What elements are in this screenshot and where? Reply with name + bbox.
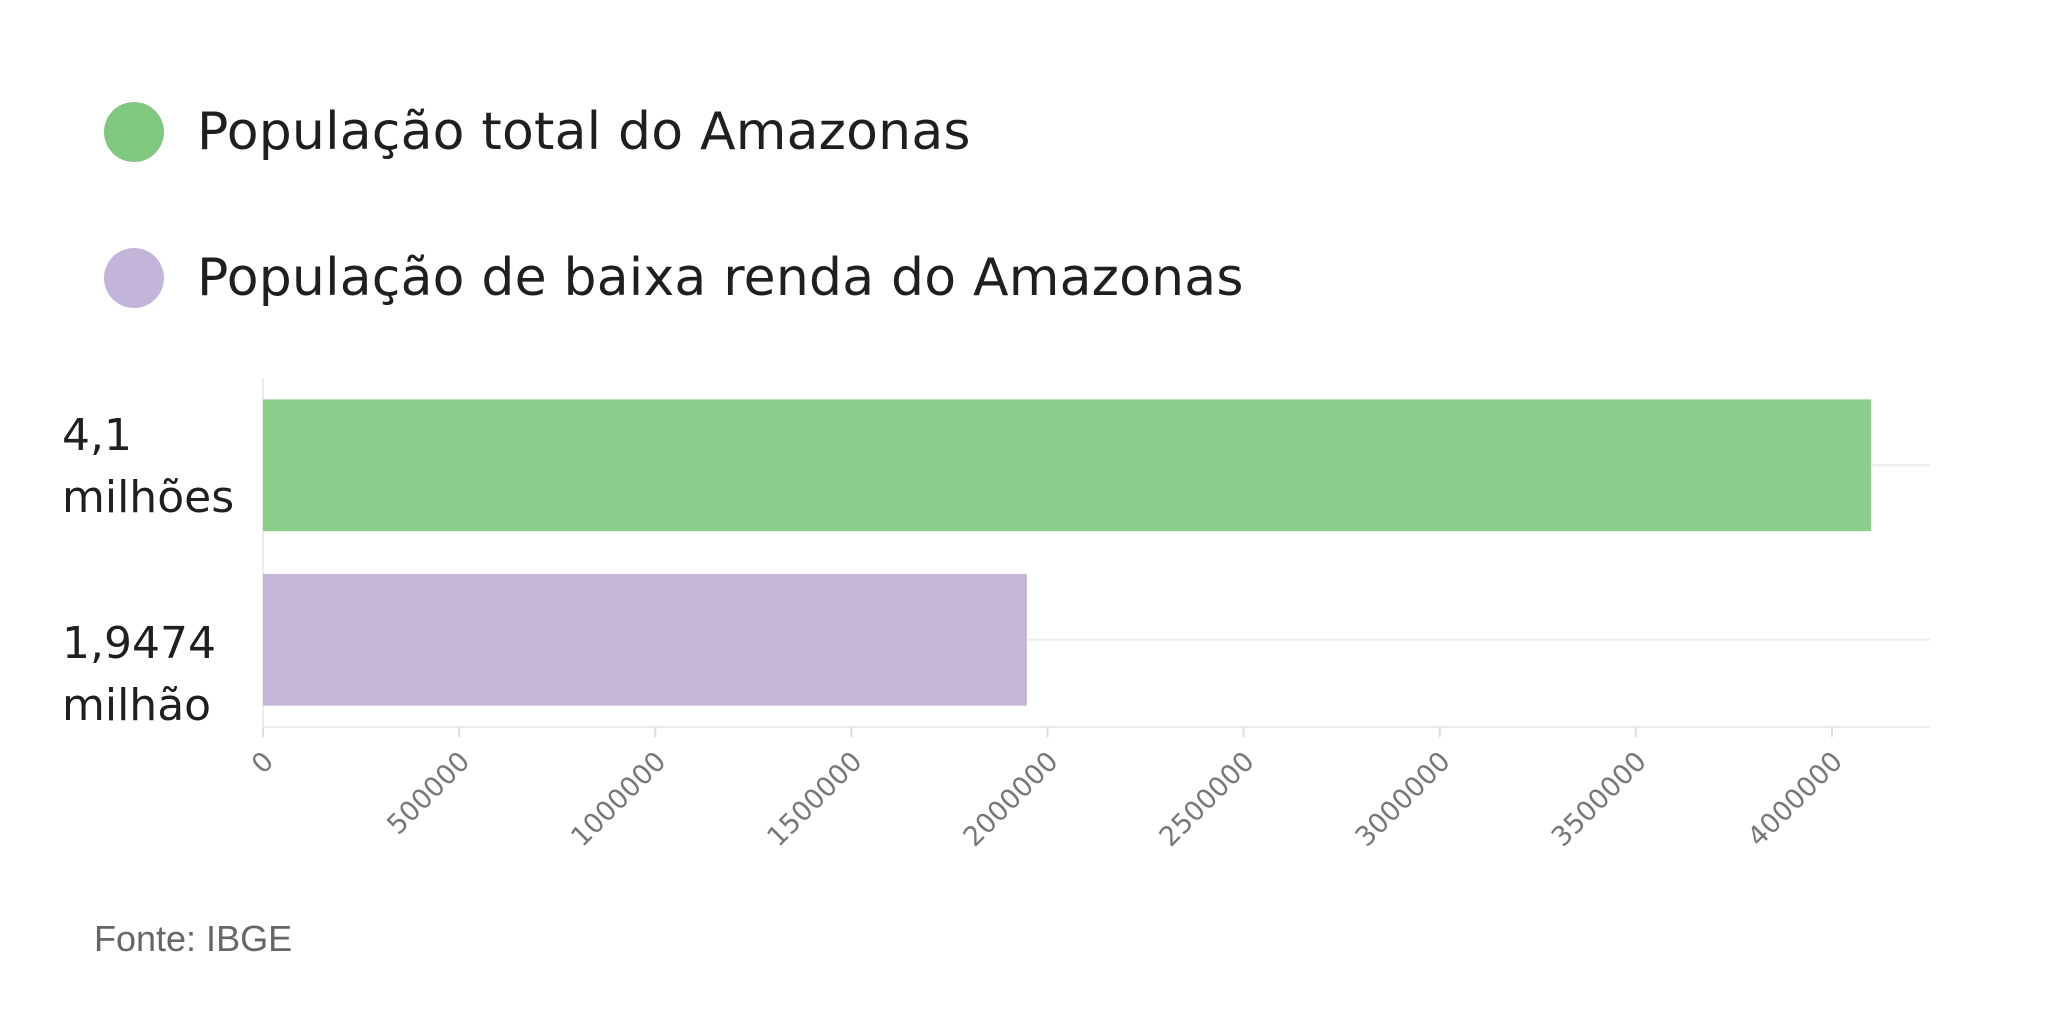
legend: População total do Amazonas População de…: [104, 96, 1244, 388]
bar-0: [263, 399, 1872, 532]
x-tick-label-8: 4000000: [1742, 746, 1849, 853]
category-label-total: 4,1 milhões: [62, 410, 235, 523]
x-tick-label-2: 1000000: [565, 746, 672, 853]
x-tick-label-1: 500000: [381, 746, 476, 841]
legend-item-total: População total do Amazonas: [104, 96, 1244, 168]
category-label-low-income: 1,9474 milhão: [62, 618, 216, 731]
x-tick-label-5: 2500000: [1154, 746, 1261, 853]
x-tick-label-0: 0: [246, 746, 280, 780]
legend-label-low-income: População de baixa renda do Amazonas: [197, 248, 1244, 308]
x-tick-label-6: 3000000: [1350, 746, 1457, 853]
legend-swatch-total: [104, 102, 164, 162]
legend-swatch-low-income: [104, 248, 164, 308]
x-tick-label-7: 3500000: [1546, 746, 1653, 853]
tick-layer: 0 500000 1000000 1500000 2000000 2500000 30000…: [246, 727, 1849, 853]
source-note: Fonte: IBGE: [94, 918, 293, 959]
bar-layer: [263, 399, 1872, 706]
x-tick-label-4: 2000000: [957, 746, 1064, 853]
bar-1: [263, 573, 1027, 706]
x-tick-label-3: 1500000: [761, 746, 868, 853]
legend-label-total: População total do Amazonas: [197, 102, 971, 162]
legend-item-low-income: População de baixa renda do Amazonas: [104, 242, 1244, 314]
